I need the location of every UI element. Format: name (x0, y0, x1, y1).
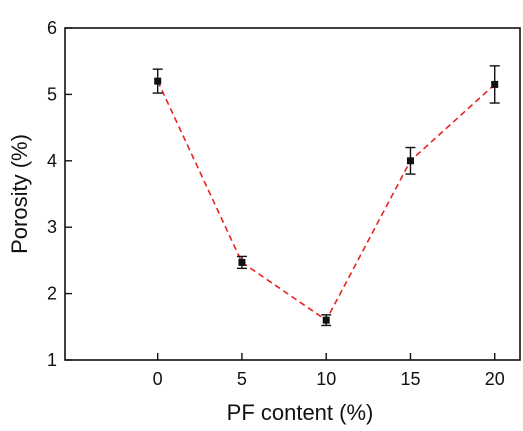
y-tick-label: 5 (47, 84, 57, 104)
y-tick-label: 2 (47, 284, 57, 304)
y-tick-label: 3 (47, 217, 57, 237)
x-tick-label: 0 (153, 369, 163, 389)
y-axis-title: Porosity (%) (7, 134, 32, 254)
x-tick-label: 15 (400, 369, 420, 389)
series-line (156, 80, 496, 322)
y-tick-label: 1 (47, 350, 57, 370)
y-tick-label: 6 (47, 18, 57, 38)
plot-frame (64, 27, 521, 361)
data-point (154, 77, 162, 85)
data-point (322, 316, 330, 324)
x-tick-label: 20 (485, 369, 505, 389)
data-point (491, 80, 499, 88)
x-axis-title: PF content (%) (227, 400, 374, 425)
y-tick-label: 4 (47, 151, 57, 171)
data-point (238, 258, 246, 266)
data-point (406, 157, 414, 165)
x-tick-label: 10 (316, 369, 336, 389)
x-tick-label: 5 (237, 369, 247, 389)
